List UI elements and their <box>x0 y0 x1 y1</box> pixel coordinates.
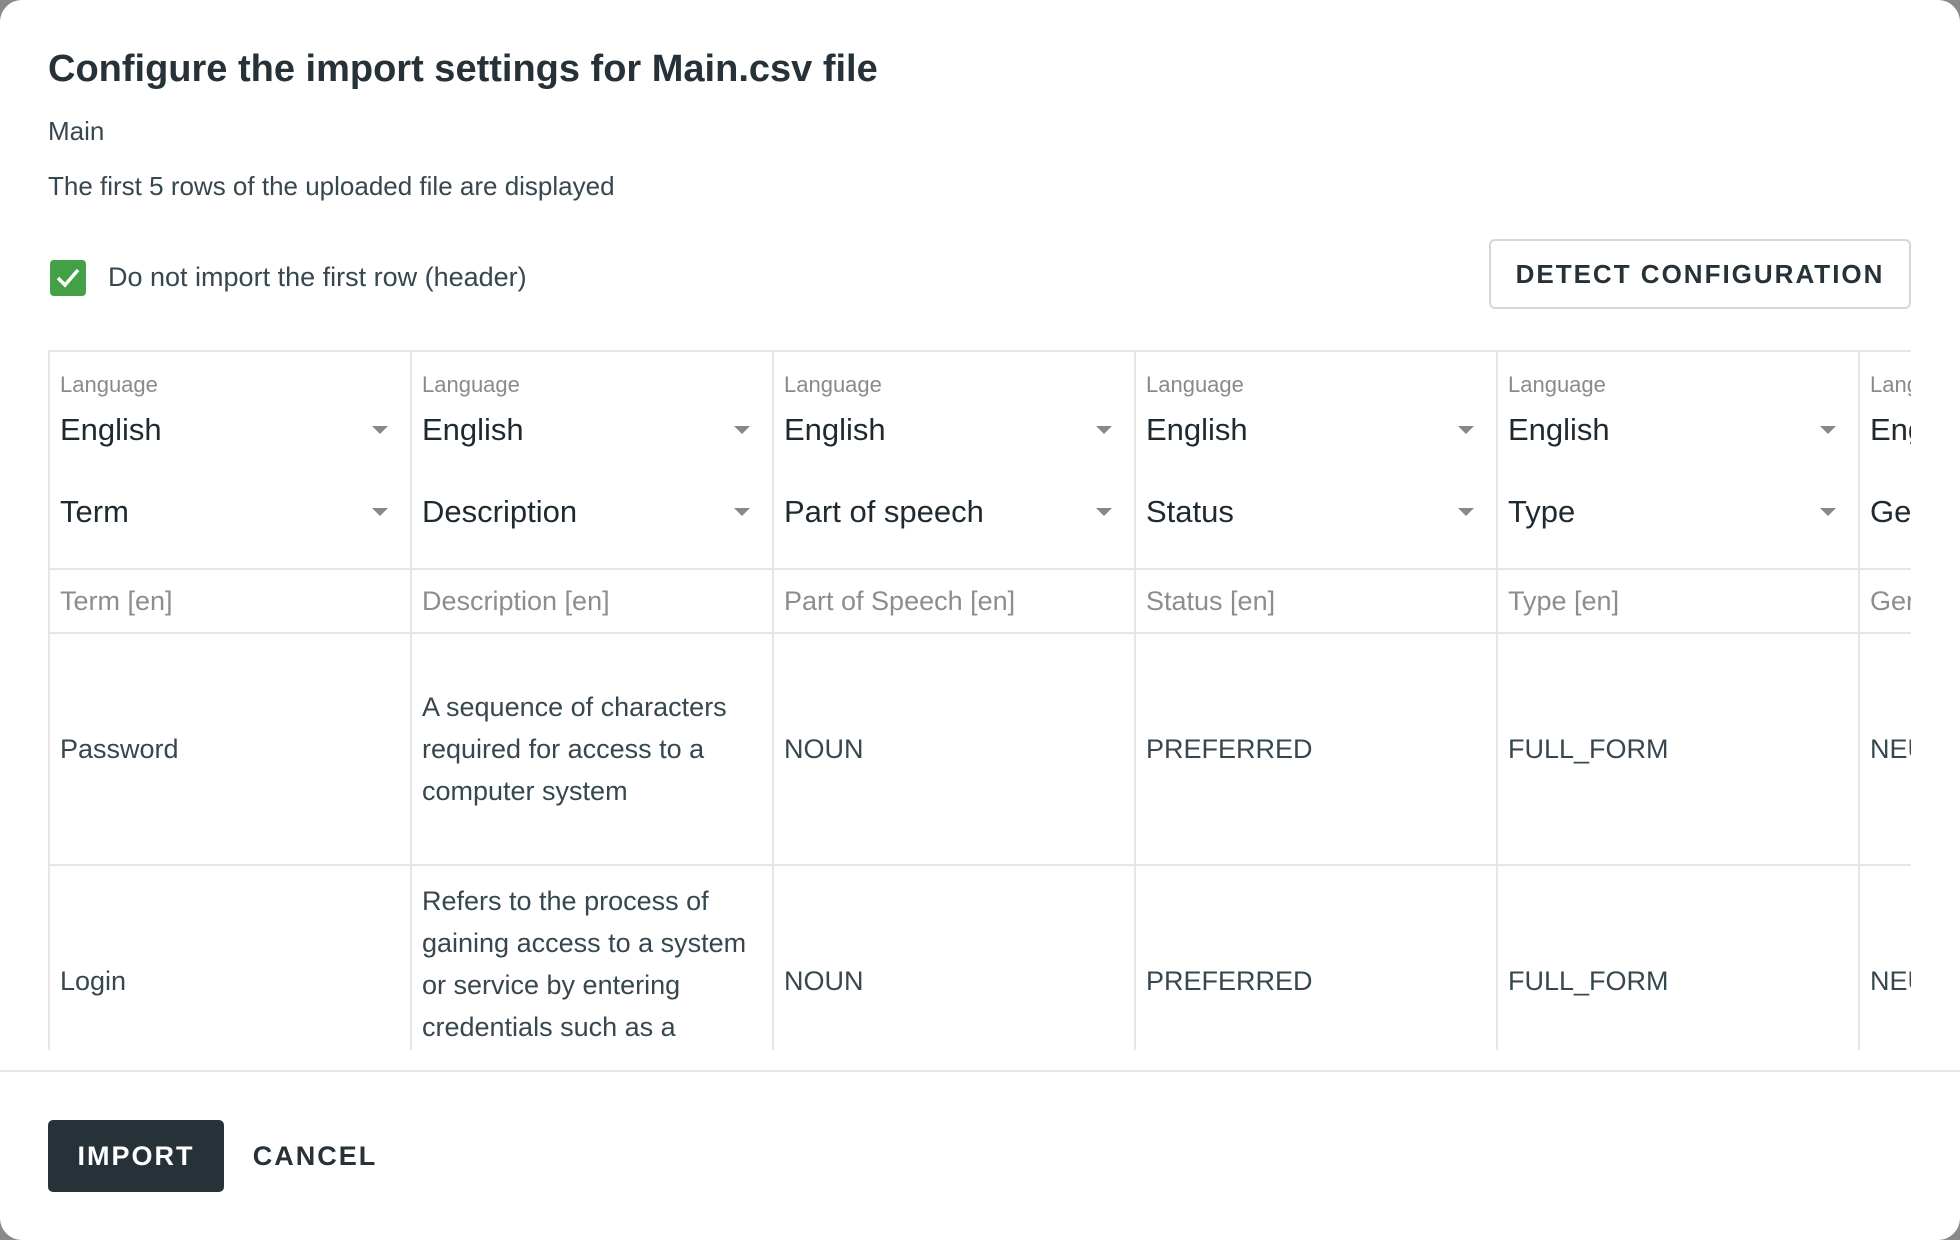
table-cell: PREFERRED <box>1136 632 1496 864</box>
dropdown-arrow-icon <box>734 426 750 434</box>
dropdown-arrow-icon <box>1820 508 1836 516</box>
table-cell: FULL_FORM <box>1498 632 1858 864</box>
table-cell: Refers to the process of gaining access … <box>412 864 772 1050</box>
field-select[interactable]: Gender <box>1870 494 1911 530</box>
cell-text: Refers to the process of gaining access … <box>422 886 747 1042</box>
language-label: Language <box>784 372 882 397</box>
dropdown-arrow-icon <box>372 426 388 434</box>
language-label: Language <box>422 372 520 397</box>
cell-text: NEUTER <box>1870 966 1911 996</box>
table-column: Language English Term Term [en] Password L… <box>48 352 410 1050</box>
table-cell: Password <box>50 632 410 864</box>
language-value: English <box>784 412 886 447</box>
cell-text: FULL_FORM <box>1508 734 1669 764</box>
skip-header-label[interactable]: Do not import the first row (header) <box>108 262 527 292</box>
column-header: Description [en] <box>412 568 772 632</box>
language-value: English <box>1870 412 1911 447</box>
field-select[interactable]: Type <box>1508 494 1848 530</box>
table-cell: PREFERRED <box>1136 864 1496 1050</box>
cancel-button[interactable]: CANCEL <box>240 1120 390 1192</box>
checkmark-icon <box>56 268 80 288</box>
column-header: Term [en] <box>50 568 410 632</box>
cell-text: FULL_FORM <box>1508 966 1669 996</box>
table-column: Language English Gender Gender [en] NEUTE… <box>1858 352 1911 1050</box>
cell-text: PREFERRED <box>1146 734 1313 764</box>
field-value: Type <box>1508 494 1576 529</box>
dropdown-arrow-icon <box>372 508 388 516</box>
column-header: Part of Speech [en] <box>774 568 1134 632</box>
language-label: Language <box>1508 372 1606 397</box>
language-select[interactable]: English <box>60 412 400 448</box>
table-column: Language English Status Status [en] PREFE… <box>1134 352 1496 1050</box>
field-select[interactable]: Term <box>60 494 400 530</box>
column-header: Gender [en] <box>1860 568 1911 632</box>
language-select[interactable]: English <box>1508 412 1848 448</box>
language-label: Language <box>60 372 158 397</box>
dropdown-arrow-icon <box>1096 508 1112 516</box>
language-value: English <box>60 412 162 447</box>
field-select[interactable]: Description <box>422 494 762 530</box>
field-value: Description <box>422 494 578 529</box>
table-cell: Login <box>50 864 410 1050</box>
dropdown-arrow-icon <box>1820 426 1836 434</box>
dropdown-arrow-icon <box>1458 426 1474 434</box>
dropdown-arrow-icon <box>734 508 750 516</box>
field-value: Gender <box>1870 494 1911 529</box>
language-select[interactable]: English <box>422 412 762 448</box>
cell-text: A sequence of characters required for ac… <box>422 692 727 806</box>
language-label: Language <box>1870 372 1911 397</box>
table-cell: NOUN <box>774 864 1134 1050</box>
table-cell: NEUTER <box>1860 632 1911 864</box>
skip-header-checkbox[interactable] <box>50 260 86 296</box>
field-select[interactable]: Status <box>1146 494 1486 530</box>
language-value: English <box>1146 412 1248 447</box>
table-column: Language English Part of speech Part of … <box>772 352 1134 1050</box>
cell-text: NOUN <box>784 966 864 996</box>
column-header: Status [en] <box>1136 568 1496 632</box>
sheet-name: Main <box>48 116 105 146</box>
cell-text: NEUTER <box>1870 734 1911 764</box>
cell-text: NOUN <box>784 734 864 764</box>
language-label: Language <box>1146 372 1244 397</box>
table-cell: A sequence of characters required for ac… <box>412 632 772 864</box>
field-value: Term <box>60 494 129 529</box>
language-select[interactable]: English <box>1146 412 1486 448</box>
dropdown-arrow-icon <box>1458 508 1474 516</box>
dialog-title: Configure the import settings for Main.c… <box>48 48 878 90</box>
table-cell: NEUTER <box>1860 864 1911 1050</box>
cell-text: Password <box>60 734 179 764</box>
language-select[interactable]: English <box>1870 412 1911 448</box>
language-value: English <box>1508 412 1610 447</box>
field-value: Part of speech <box>784 494 984 529</box>
field-select[interactable]: Part of speech <box>784 494 1124 530</box>
table-column: Language English Type Type [en] FULL_FORM… <box>1496 352 1858 1050</box>
field-value: Status <box>1146 494 1234 529</box>
column-header: Type [en] <box>1498 568 1858 632</box>
info-text: The first 5 rows of the uploaded file ar… <box>48 171 615 201</box>
language-select[interactable]: English <box>784 412 1124 448</box>
table-column: Language English Description Description… <box>410 352 772 1050</box>
detect-configuration-button[interactable]: DETECT CONFIGURATION <box>1489 239 1911 309</box>
language-value: English <box>422 412 524 447</box>
table-cell: NOUN <box>774 632 1134 864</box>
dropdown-arrow-icon <box>1096 426 1112 434</box>
table-cell: FULL_FORM <box>1498 864 1858 1050</box>
cell-text: PREFERRED <box>1146 966 1313 996</box>
footer-divider <box>0 1070 1960 1072</box>
import-button[interactable]: IMPORT <box>48 1120 224 1192</box>
cell-text: Login <box>60 966 127 996</box>
preview-table: Language English Term Term [en] Password L… <box>48 350 1911 1050</box>
